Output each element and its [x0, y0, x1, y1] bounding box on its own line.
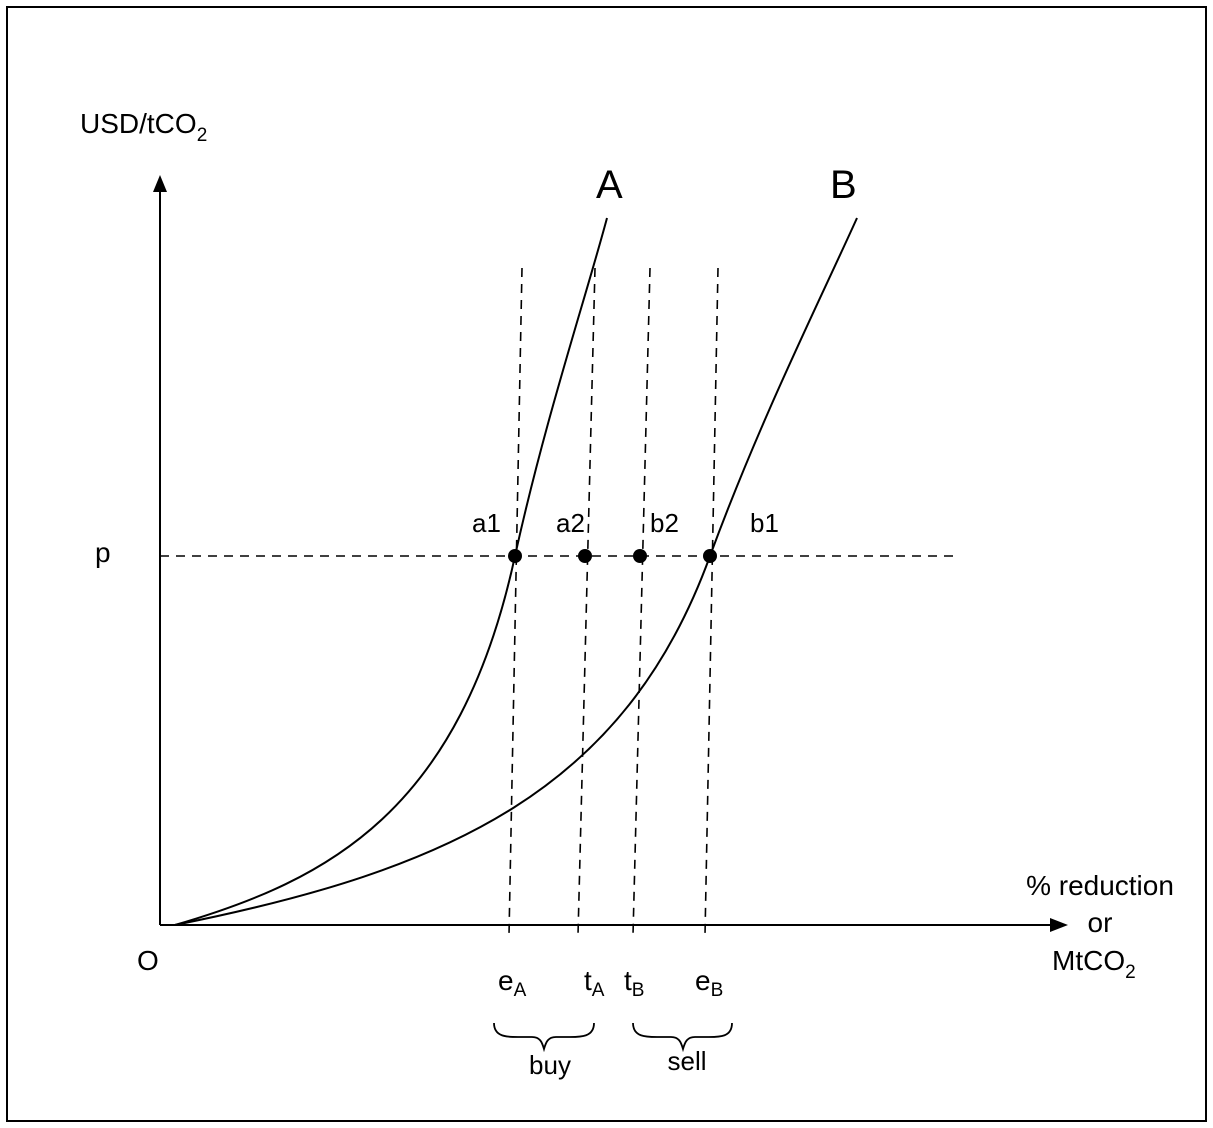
- curve-label-A: A: [596, 163, 623, 207]
- tick-label-tA: tA: [584, 965, 605, 1001]
- guide-line-tA: [577, 267, 596, 936]
- bracket-buy: [493, 1022, 595, 1053]
- x-axis-label-line3: MtCO2: [1052, 945, 1136, 983]
- point-b1: [703, 549, 717, 563]
- point-a1: [508, 549, 522, 563]
- tick-label-eB: eB: [695, 965, 723, 1001]
- bracket-sell: [632, 1022, 733, 1053]
- point-label-a1: a1: [472, 508, 501, 538]
- point-a2: [578, 549, 592, 563]
- figure-frame: [6, 6, 1207, 1122]
- bracket-label-buy: buy: [529, 1050, 571, 1080]
- origin-label: O: [137, 945, 159, 976]
- curve-B: [174, 217, 858, 926]
- guide-line-tB: [632, 267, 651, 936]
- point-b2: [633, 549, 647, 563]
- x-axis-label-line1: % reduction: [1026, 870, 1174, 901]
- price-label: p: [95, 537, 111, 568]
- curve-A: [174, 217, 608, 926]
- tick-label-tB: tB: [624, 965, 644, 1001]
- x-axis-arrowhead: [1050, 918, 1068, 932]
- tick-label-eA: eA: [498, 965, 527, 1001]
- guide-line-eB: [704, 267, 719, 936]
- y-axis-label: USD/tCO2: [80, 108, 207, 146]
- curve-label-B: B: [830, 163, 857, 207]
- point-label-b1: b1: [750, 508, 779, 538]
- x-axis-label-line2: or: [1088, 907, 1113, 938]
- guide-line-eA: [508, 267, 523, 936]
- point-label-a2: a2: [556, 508, 585, 538]
- point-label-b2: b2: [650, 508, 679, 538]
- bracket-label-sell: sell: [667, 1046, 706, 1076]
- y-axis-arrowhead: [153, 175, 167, 192]
